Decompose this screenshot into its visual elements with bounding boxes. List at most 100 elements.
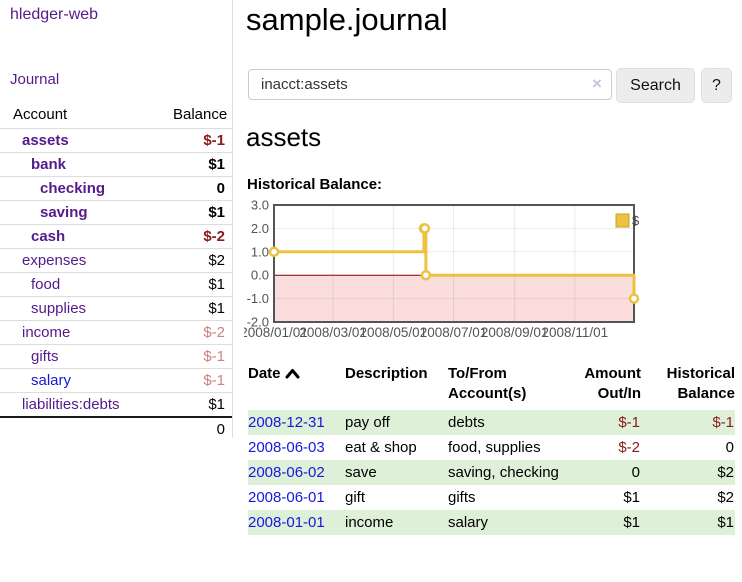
account-row: cash $-2 <box>0 224 232 249</box>
transaction-row: 2008-01-01 income salary $1 $1 <box>248 510 735 535</box>
page-title: sample.journal <box>246 2 448 37</box>
transaction-row: 2008-06-03 eat & shop food, supplies $-2 0 <box>248 435 735 460</box>
transaction-balance: $1 <box>717 514 734 531</box>
account-row: liabilities:debts $1 <box>0 392 232 418</box>
transaction-balance: $-1 <box>712 414 734 431</box>
transaction-amount: $-1 <box>618 414 640 431</box>
accounts-total-balance: 0 <box>216 421 225 438</box>
help-button[interactable]: ? <box>701 68 732 103</box>
account-row: salary $-1 <box>0 368 232 393</box>
account-balance: $-2 <box>203 324 225 341</box>
account-balance: $1 <box>208 300 225 317</box>
account-link[interactable]: assets <box>22 132 69 149</box>
transaction-amount: $1 <box>623 514 640 531</box>
accounts-table: Account Balance assets $-1 bank $1 checking 0… <box>0 103 232 441</box>
historical-balance-chart: $3.0 2.0 1.0 0.0 -1.0 -2.02008/01/012008/03/0… <box>244 200 640 340</box>
account-link[interactable]: expenses <box>22 252 87 269</box>
account-row: income $-2 <box>0 320 232 345</box>
svg-text:2008/01/01: 2008/01/01 <box>244 325 308 340</box>
account-link[interactable]: supplies <box>31 300 87 317</box>
account-link[interactable]: gifts <box>31 348 59 365</box>
search-button[interactable]: Search <box>616 68 695 103</box>
account-link[interactable]: saving <box>40 204 88 221</box>
transaction-balance: $2 <box>717 464 734 481</box>
account-balance: $2 <box>208 252 225 269</box>
account-row: saving $1 <box>0 200 232 225</box>
svg-text:2008/07/01: 2008/07/01 <box>420 325 488 340</box>
svg-text:$: $ <box>632 213 640 228</box>
svg-text:2008/05/01: 2008/05/01 <box>360 325 428 340</box>
transaction-description: pay off <box>345 414 390 431</box>
column-header-balance: Historical Balance <box>666 365 735 402</box>
account-link[interactable]: salary <box>31 372 72 389</box>
account-row: checking 0 <box>0 176 232 201</box>
register-header-row: Date Description To/From Account(s) Amou… <box>248 362 735 410</box>
clear-search-icon[interactable]: × <box>592 74 602 93</box>
register-table: Date Description To/From Account(s) Amou… <box>248 362 735 535</box>
account-title: assets <box>246 122 322 152</box>
account-balance: $-1 <box>203 348 225 365</box>
column-header-description: Description <box>345 365 428 382</box>
accounts-total-row: 0 <box>0 417 232 441</box>
column-header-amount: Amount Out/In <box>584 365 641 402</box>
account-link[interactable]: cash <box>31 228 66 245</box>
transaction-accounts: gifts <box>448 489 476 506</box>
sidebar: hledger-web Journal Account Balance asse… <box>0 0 233 438</box>
account-link[interactable]: income <box>22 324 71 341</box>
account-row: food $1 <box>0 272 232 297</box>
account-row: gifts $-1 <box>0 344 232 369</box>
svg-text:1.0: 1.0 <box>251 244 269 259</box>
accounts-tbody: assets $-1 bank $1 checking 0 saving $1 cash $-2 e… <box>0 128 232 418</box>
account-balance: $1 <box>208 396 225 413</box>
svg-text:-2.0: -2.0 <box>247 315 269 330</box>
account-balance: $-2 <box>203 228 225 245</box>
account-balance: $-1 <box>203 132 225 149</box>
sidebar-item-journal[interactable]: Journal <box>10 71 60 88</box>
search-input[interactable] <box>248 69 612 100</box>
account-row: assets $-1 <box>0 128 232 153</box>
transaction-amount: 0 <box>631 464 640 481</box>
register-tbody: 2008-12-31 pay off debts $-1 $-1 2008-06-03 ea… <box>248 410 735 535</box>
transaction-accounts: saving, checking <box>448 464 559 481</box>
svg-text:3.0: 3.0 <box>251 200 269 213</box>
account-link[interactable]: liabilities:debts <box>22 396 120 413</box>
transaction-row: 2008-06-02 save saving, checking 0 $2 <box>248 460 735 485</box>
column-header-date[interactable]: Date <box>248 362 345 410</box>
svg-text:2.0: 2.0 <box>251 221 269 236</box>
transaction-row: 2008-06-01 gift gifts $1 $2 <box>248 485 735 510</box>
transaction-date-link[interactable]: 2008-06-01 <box>248 489 325 506</box>
app-title-link[interactable]: hledger-web <box>10 6 99 23</box>
account-link[interactable]: food <box>31 276 61 293</box>
transaction-date-link[interactable]: 2008-06-02 <box>248 464 325 481</box>
transaction-balance: $2 <box>717 489 734 506</box>
svg-text:2008/03/01: 2008/03/01 <box>299 325 367 340</box>
svg-text:2008/11/01: 2008/11/01 <box>542 325 609 340</box>
account-link[interactable]: bank <box>31 156 67 173</box>
account-link[interactable]: checking <box>40 180 106 197</box>
transaction-accounts: debts <box>448 414 485 431</box>
transaction-amount: $-2 <box>618 439 640 456</box>
account-balance: $1 <box>208 276 225 293</box>
sort-ascending-icon <box>285 365 300 385</box>
transaction-date-link[interactable]: 2008-12-31 <box>248 414 325 431</box>
account-balance: $-1 <box>203 372 225 389</box>
transaction-date-link[interactable]: 2008-01-01 <box>248 514 325 531</box>
svg-text:-1.0: -1.0 <box>247 291 269 306</box>
transaction-description: gift <box>345 489 366 506</box>
transaction-balance: 0 <box>725 439 734 456</box>
account-balance: 0 <box>216 180 225 197</box>
svg-text:0.0: 0.0 <box>251 268 269 283</box>
transaction-description: income <box>345 514 394 531</box>
svg-text:2008/09/01: 2008/09/01 <box>481 325 549 340</box>
account-balance: $1 <box>208 156 225 173</box>
chart-title: Historical Balance: <box>247 176 383 193</box>
accounts-header-row: Account Balance <box>0 103 232 129</box>
column-header-accounts: To/From Account(s) <box>448 365 527 402</box>
transaction-description: save <box>345 464 377 481</box>
transaction-date-link[interactable]: 2008-06-03 <box>248 439 325 456</box>
account-row: bank $1 <box>0 152 232 177</box>
account-row: supplies $1 <box>0 296 232 321</box>
account-row: expenses $2 <box>0 248 232 273</box>
accounts-header-balance: Balance <box>173 106 228 123</box>
transaction-accounts: salary <box>448 514 489 531</box>
